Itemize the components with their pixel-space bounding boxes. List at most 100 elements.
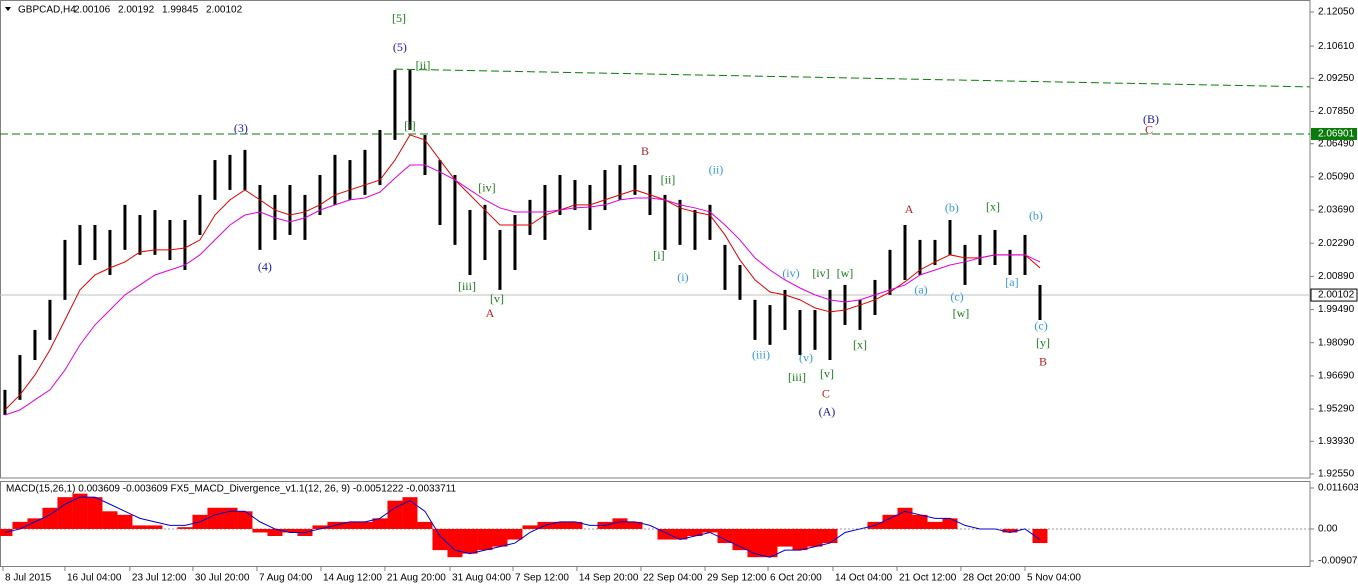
histogram-bar (147, 525, 163, 529)
ohlc-value: 2.00192 (118, 5, 155, 16)
x-tick-label: 23 Jul 12:00 (132, 573, 187, 584)
x-tick-label: 14 Oct 04:00 (835, 573, 893, 584)
histogram-bar (687, 528, 703, 536)
histogram-bar (357, 521, 373, 529)
moving-average (4, 164, 1041, 416)
histogram-bar (102, 511, 118, 529)
x-tick-label: 5 Nov 04:00 (1027, 573, 1081, 584)
histogram-bar (447, 528, 463, 558)
histogram-bar (42, 507, 58, 529)
histogram-bar (702, 528, 718, 533)
wave-label: [v] (820, 367, 834, 381)
histogram-bar (882, 514, 898, 529)
histogram-bar (912, 514, 928, 529)
moving-average (4, 134, 1041, 411)
y-tick-label: 2.05090 (1318, 172, 1355, 183)
symbol: GBPCAD,H4 (18, 5, 76, 16)
price-frame (0, 0, 1311, 479)
wave-label: [y] (1036, 336, 1050, 350)
wave-label: [x] (986, 200, 1000, 214)
wave-label: [w] (837, 266, 854, 280)
wave-label: (iii) (752, 348, 770, 362)
histogram-bar (747, 528, 763, 558)
y-tick-label: 2.07850 (1318, 106, 1355, 117)
wave-label: [i] (404, 119, 415, 133)
x-tick-label: 6 Oct 20:00 (770, 573, 822, 584)
histogram-bar (567, 521, 583, 529)
y-tick-label: 2.03690 (1318, 205, 1355, 216)
histogram-bar (87, 497, 103, 529)
histogram-bar (927, 521, 943, 529)
wave-label: [iii] (458, 279, 476, 293)
y-tick-label: 1.93930 (1318, 436, 1355, 447)
y-tick-label: 1.99490 (1318, 304, 1355, 315)
x-tick-label: 31 Aug 04:00 (452, 573, 511, 584)
histogram-bar (402, 497, 418, 529)
x-tick-label: 14 Sep 20:00 (579, 573, 639, 584)
trend-line (394, 68, 1311, 88)
histogram-bar (612, 518, 628, 529)
wave-label: [iv] (478, 181, 495, 195)
histogram-bar (132, 525, 148, 529)
wave-label: (3) (234, 121, 248, 135)
y-tick-label: 2.02290 (1318, 238, 1355, 249)
y-tick-label: 1.96690 (1318, 371, 1355, 382)
histogram-bar (1002, 528, 1018, 533)
histogram-bar (252, 528, 268, 533)
x-tick-label: 7 Aug 04:00 (259, 573, 313, 584)
histogram-bar (372, 518, 388, 529)
wave-label: [a] (1005, 275, 1018, 289)
histogram-bar (552, 521, 568, 529)
x-tick-label: 21 Aug 20:00 (387, 573, 446, 584)
wave-label: (c) (1034, 319, 1047, 333)
wave-label: [ii] (416, 58, 431, 72)
wave-label: (iv) (782, 266, 799, 280)
histogram-bar (492, 528, 508, 547)
histogram-bar (822, 528, 838, 544)
y-tick-label: -0.009071 (1318, 556, 1358, 567)
wave-label: (5) (393, 40, 407, 54)
x-tick-label: 22 Sep 04:00 (643, 573, 703, 584)
wave-label: (A) (819, 405, 836, 419)
histogram-bar (72, 493, 88, 529)
y-tick-label: 0.00 (1318, 524, 1338, 535)
y-tick-label: 1.98090 (1318, 337, 1355, 348)
histogram-bar (507, 528, 523, 540)
histogram-bar (267, 528, 283, 536)
current-price-box (1310, 288, 1358, 302)
y-tick-label: 0.011603 (1318, 483, 1358, 494)
histogram-bar (462, 528, 478, 554)
x-tick-label: 29 Sep 12:00 (707, 573, 767, 584)
wave-label: C (822, 387, 830, 401)
histogram-bar (57, 497, 73, 529)
x-tick-label: 14 Aug 12:00 (323, 573, 382, 584)
histogram-bar (627, 521, 643, 529)
x-tick-label: 16 Jul 04:00 (67, 573, 122, 584)
histogram-bar (942, 518, 958, 529)
histogram-bar (807, 528, 823, 547)
wave-label: A (486, 306, 495, 320)
wave-label: [w] (953, 306, 970, 320)
wave-label: [iv] (812, 266, 829, 280)
histogram-bar (12, 521, 28, 529)
wave-label: [ii] (661, 173, 676, 187)
histogram-bar (177, 527, 193, 529)
histogram-bar (777, 528, 793, 547)
histogram-bar (312, 525, 328, 529)
x-tick-label: 28 Oct 20:00 (963, 573, 1021, 584)
histogram-bar (27, 518, 43, 529)
wave-label: (b) (1029, 209, 1043, 223)
x-tick-label: 21 Oct 12:00 (899, 573, 957, 584)
wave-label: B (1039, 355, 1047, 369)
wave-label: A (905, 202, 914, 216)
wave-label: [iii] (788, 370, 806, 384)
wave-label: (ii) (709, 163, 724, 177)
ohlc-value: 2.00106 (74, 5, 111, 16)
x-tick-label: 7 Sep 12:00 (515, 573, 569, 584)
x-tick-label: 8 Jul 2015 (5, 573, 52, 584)
signal-line (4, 496, 1041, 558)
histogram-bar (792, 528, 808, 551)
histogram-bar (522, 525, 538, 529)
wave-label: (b) (945, 201, 959, 215)
